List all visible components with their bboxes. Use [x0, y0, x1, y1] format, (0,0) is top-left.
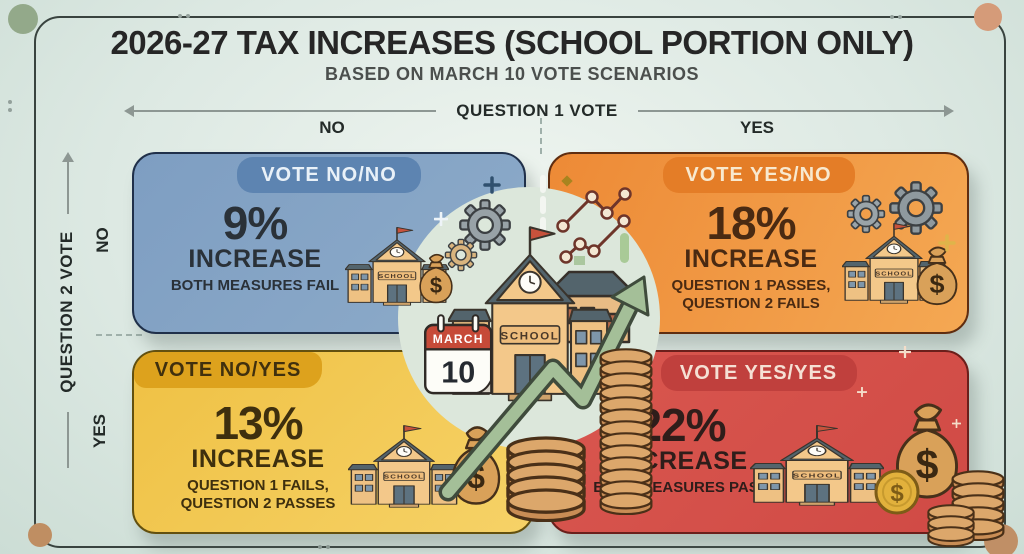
- detail-line: QUESTION 1 PASSES,: [671, 276, 831, 294]
- corner-dot-top-left: [8, 4, 38, 34]
- quadrant-stats: 9% INCREASE BOTH MEASURES FAIL: [150, 200, 360, 298]
- detail-line: BOTH MEASURES FAIL: [170, 276, 340, 294]
- quadrant-vote-no-no: VOTE NO/NO 9% INCREASE BOTH MEASURES FAI…: [132, 152, 526, 334]
- column-divider-dashed: [540, 118, 542, 154]
- frame-dot: [326, 545, 330, 549]
- frame-dot: [890, 15, 894, 19]
- quadrant-title-chip: VOTE NO/YES: [134, 352, 322, 388]
- quadrant-vote-yes-yes: VOTE YES/YES 22% INCREASE BOTH MEASURES …: [548, 350, 969, 534]
- row-divider-dashed: [96, 334, 142, 336]
- quadrant-stats: 22% INCREASE BOTH MEASURES PASS: [556, 402, 806, 500]
- frame-dot: [186, 14, 190, 18]
- frame-dot: [898, 15, 902, 19]
- corner-dot-bottom-right: [984, 524, 1018, 554]
- frame-dot: [8, 108, 12, 112]
- detail-line: QUESTION 2 PASSES: [180, 494, 336, 512]
- detail-line: QUESTION 1 FAILS,: [187, 476, 329, 494]
- increase-label: INCREASE: [684, 245, 818, 273]
- quadrant-vote-no-yes: VOTE NO/YES 13% INCREASE QUESTION 1 FAIL…: [132, 350, 534, 534]
- increase-label: INCREASE: [188, 245, 322, 273]
- tax-increase-percent: 13%: [213, 397, 303, 449]
- increase-label: INCREASE: [191, 445, 325, 473]
- detail-line: QUESTION 2 FAILS: [682, 294, 820, 312]
- page-title: 2026-27 TAX INCREASES (SCHOOL PORTION ON…: [110, 24, 914, 61]
- corner-dot-top-right: [974, 3, 1002, 31]
- frame-dot: [178, 14, 182, 18]
- frame-dot: [318, 545, 322, 549]
- q1-axis-label: QUESTION 1 VOTE: [456, 101, 618, 120]
- tax-increase-percent: 18%: [706, 197, 796, 249]
- quadrant-stats: 13% INCREASE QUESTION 1 FAILS, QUESTION …: [148, 400, 368, 513]
- quadrant-title-chip: VOTE NO/NO: [237, 157, 421, 193]
- q1-no-label: NO: [319, 118, 345, 137]
- corner-dot-bottom-left: [28, 523, 52, 547]
- q2-no-label: NO: [93, 227, 112, 253]
- q1-yes-label: YES: [739, 118, 775, 137]
- quadrant-stats: 18% INCREASE QUESTION 1 PASSES, QUESTION…: [636, 200, 866, 313]
- q2-axis-label: QUESTION 2 VOTE: [57, 231, 76, 393]
- tax-increase-percent: 9%: [222, 197, 288, 249]
- q1-axis-line-left: [130, 110, 436, 112]
- quadrant-title-chip: VOTE YES/YES: [660, 355, 857, 391]
- increase-label: INCREASE: [614, 447, 748, 475]
- arrow-left-icon: [124, 105, 134, 117]
- q2-axis-line-top: [67, 162, 69, 214]
- arrow-up-icon: [62, 152, 74, 162]
- arrow-right-icon: [944, 105, 954, 117]
- detail-line: BOTH MEASURES PASS: [593, 478, 769, 496]
- q2-axis-line-bottom: [67, 412, 69, 468]
- tax-increase-percent: 22%: [636, 399, 726, 451]
- quadrant-vote-yes-no: VOTE YES/NO 18% INCREASE QUESTION 1 PASS…: [548, 152, 969, 334]
- q2-yes-label: YES: [90, 413, 109, 449]
- q1-axis-line-right: [638, 110, 944, 112]
- frame-dot: [8, 100, 12, 104]
- quadrant-title-chip: VOTE YES/NO: [662, 157, 855, 193]
- page-subtitle: BASED ON MARCH 10 VOTE SCENARIOS: [324, 64, 700, 84]
